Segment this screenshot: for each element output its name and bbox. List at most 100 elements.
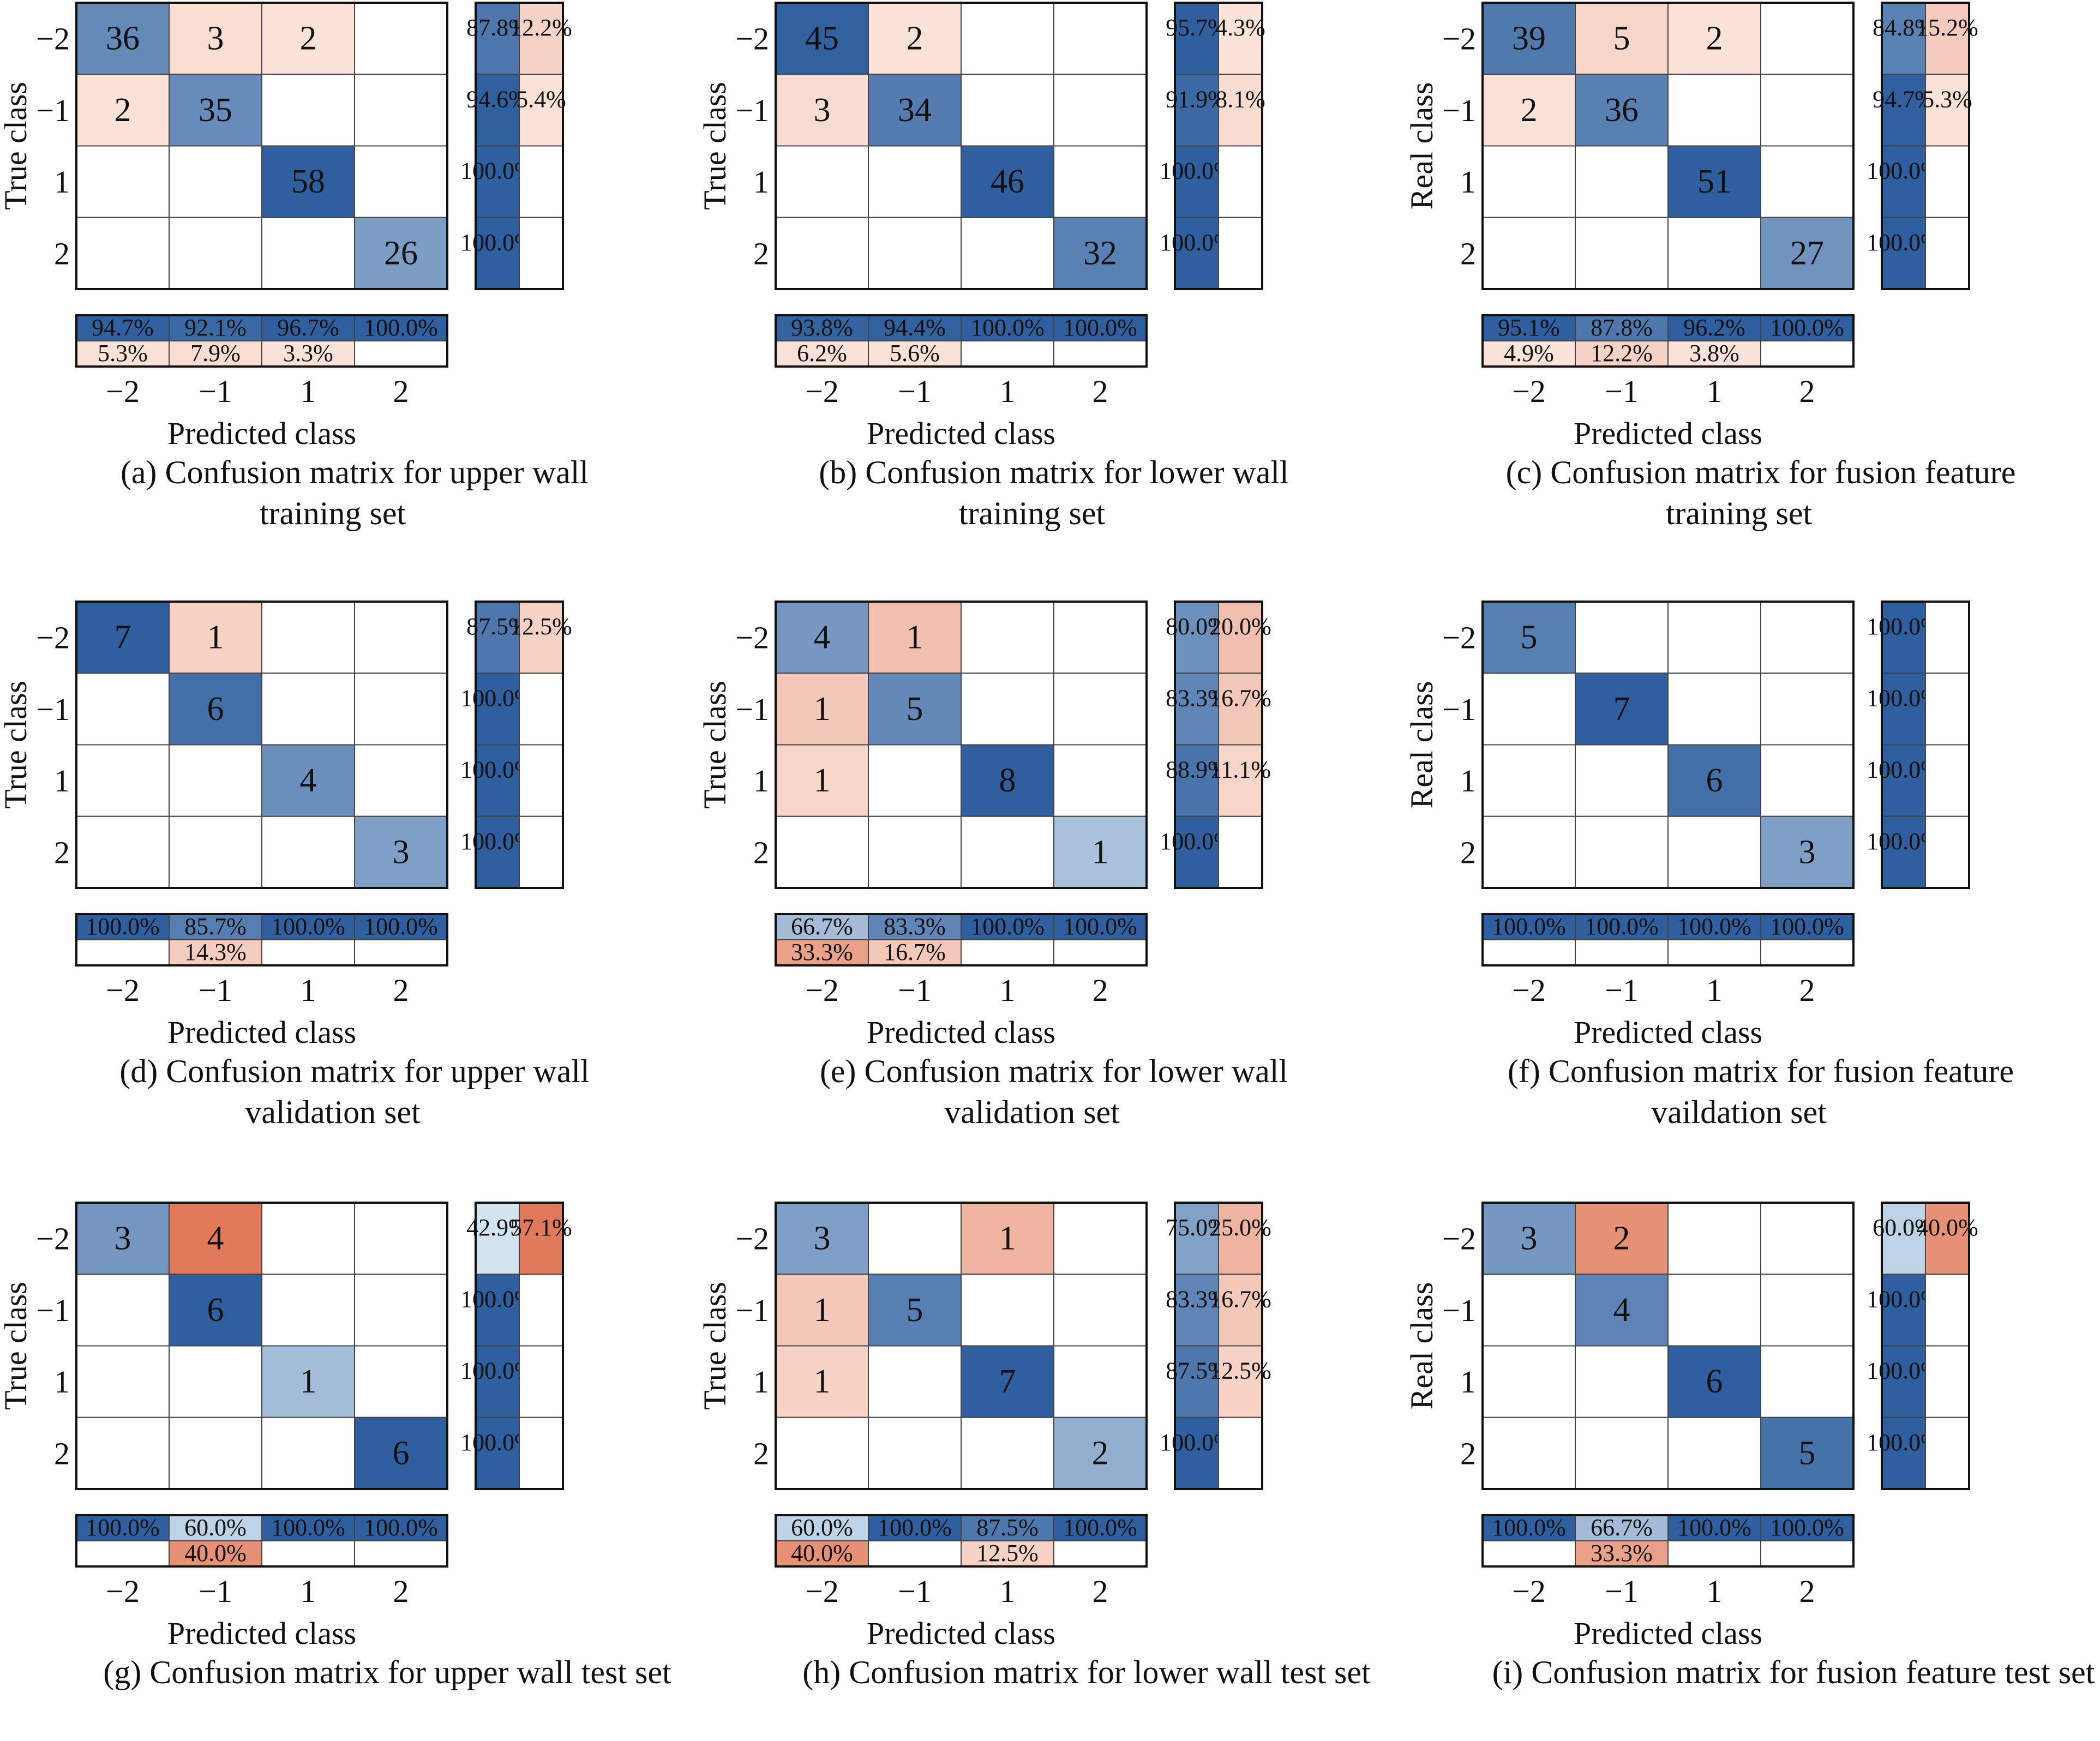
x-tick-label: −2	[106, 1574, 140, 1609]
col-summary-label: 100.0%	[1677, 913, 1751, 940]
cell-count-label: 7	[115, 619, 131, 656]
matrix-cell	[868, 815, 962, 888]
col-summary-label: 96.7%	[277, 314, 339, 341]
matrix-frame	[75, 1202, 448, 1490]
col-summary-label: 100.0%	[364, 1514, 438, 1541]
cell-count-label: 1	[814, 1292, 831, 1329]
col-summary-label: 100.0%	[1770, 913, 1844, 940]
matrix-cell	[261, 1274, 355, 1347]
row-summary-cell	[519, 2, 563, 75]
panel-caption: (f) Confusion matrix for fusion feature	[1508, 1053, 2014, 1089]
cell-count-label: 2	[300, 20, 317, 57]
matrix-cell	[961, 744, 1054, 817]
col-summary-label: 100.0%	[1063, 913, 1137, 940]
row-summary-label: 20.0%	[1209, 613, 1271, 640]
matrix-cell	[1575, 1416, 1669, 1490]
matrix-cell	[1667, 601, 1761, 674]
col-summary-frame	[75, 913, 448, 966]
matrix-cell	[868, 74, 962, 147]
col-summary-label: 100.0%	[1063, 1514, 1137, 1541]
row-summary-label: 12.5%	[1209, 1358, 1271, 1384]
x-tick-label: −1	[199, 972, 232, 1008]
y-tick-label: −1	[36, 1293, 70, 1328]
cell-count-label: 2	[1706, 20, 1723, 57]
cell-count-label: 6	[1706, 762, 1723, 799]
matrix-cell	[1667, 815, 1761, 888]
panel-caption: validation set	[245, 1094, 421, 1130]
col-summary-cell	[961, 340, 1054, 367]
row-summary-cell	[1218, 74, 1263, 147]
col-summary-label: 12.5%	[976, 1540, 1039, 1566]
x-axis-title: Predicted class	[867, 1014, 1055, 1050]
col-summary-label: 100.0%	[1677, 1514, 1751, 1541]
matrix-cell	[1760, 601, 1854, 674]
confusion-panel: 45 2 3 34 46 32 −2 −1 1 2 True class 95.7%4.3% 91.9%…	[697, 2, 1289, 531]
matrix-cell	[775, 217, 869, 290]
col-summary-cell	[1053, 1540, 1147, 1567]
matrix-cell	[1482, 217, 1576, 290]
col-summary-cell	[775, 939, 869, 966]
cell-count-label: 4	[300, 762, 317, 799]
y-tick-label: 2	[753, 1436, 769, 1471]
matrix-cell	[1667, 1345, 1761, 1418]
cell-count-label: 5	[1799, 1434, 1816, 1472]
panel-caption: (g) Confusion matrix for upper wall test…	[103, 1654, 671, 1690]
y-tick-label: −2	[1442, 21, 1476, 57]
matrix-cell	[354, 1416, 448, 1490]
col-summary-frame	[775, 913, 1148, 966]
matrix-cell	[261, 673, 355, 746]
row-summary-label: 83.3%	[1166, 685, 1228, 711]
cell-count-label: 2	[1092, 1434, 1109, 1472]
matrix-cell	[1760, 217, 1854, 290]
row-summary-label: 83.3%	[1166, 1286, 1228, 1312]
y-tick-label: −1	[1442, 93, 1476, 128]
cell-count-label: 4	[207, 1220, 224, 1257]
cell-count-label: 7	[999, 1363, 1016, 1400]
y-tick-label: 1	[1460, 1364, 1476, 1400]
row-summary-cell	[1218, 1416, 1263, 1490]
y-tick-label: 2	[753, 835, 769, 870]
matrix-cell	[1482, 744, 1576, 817]
matrix-cell	[354, 673, 448, 746]
col-summary-label: 100.0%	[878, 1514, 952, 1541]
x-tick-label: 1	[301, 972, 316, 1008]
cell-count-label: 51	[1697, 163, 1731, 200]
col-summary-cell	[1053, 914, 1147, 940]
matrix-cell	[1053, 744, 1147, 817]
matrix-cell	[261, 1345, 355, 1418]
y-tick-label: 2	[1460, 236, 1476, 271]
panel-caption: vaildation set	[1651, 1094, 1827, 1130]
col-summary-label: 100.0%	[271, 913, 345, 940]
row-summary-label: 12.2%	[510, 14, 572, 41]
cell-count-label: 3	[393, 833, 410, 870]
y-tick-label: 2	[54, 236, 70, 271]
col-summary-cell	[261, 340, 355, 367]
matrix-cell	[868, 673, 962, 746]
matrix-cell	[1760, 673, 1854, 746]
matrix-cell	[1482, 601, 1576, 674]
col-summary-label: 100.0%	[271, 1514, 345, 1541]
col-summary-cell	[76, 1515, 170, 1541]
matrix-cell	[1482, 2, 1576, 75]
matrix-cell	[1667, 2, 1761, 75]
matrix-cell	[354, 145, 448, 218]
col-summary-label: 100.0%	[1585, 913, 1659, 940]
cell-count-label: 5	[1521, 619, 1538, 656]
matrix-cell	[961, 601, 1054, 674]
row-summary-label: 84.8%	[1873, 14, 1935, 41]
matrix-cell	[1053, 673, 1147, 746]
col-summary-cell	[1482, 939, 1576, 966]
row-summary-frame	[1174, 601, 1263, 889]
cell-count-label: 3	[207, 20, 224, 57]
col-summary-cell	[1053, 939, 1147, 966]
col-summary-label: 60.0%	[184, 1514, 247, 1541]
x-tick-label: 1	[1707, 1574, 1723, 1609]
matrix-cell	[1053, 74, 1147, 147]
col-summary-cell	[76, 939, 170, 966]
y-tick-label: 2	[54, 1436, 70, 1471]
matrix-cell	[76, 744, 170, 817]
cell-count-label: 58	[291, 163, 325, 200]
cell-count-label: 27	[1790, 235, 1824, 272]
matrix-cell	[354, 74, 448, 147]
x-axis-title: Predicted class	[1574, 1616, 1762, 1651]
